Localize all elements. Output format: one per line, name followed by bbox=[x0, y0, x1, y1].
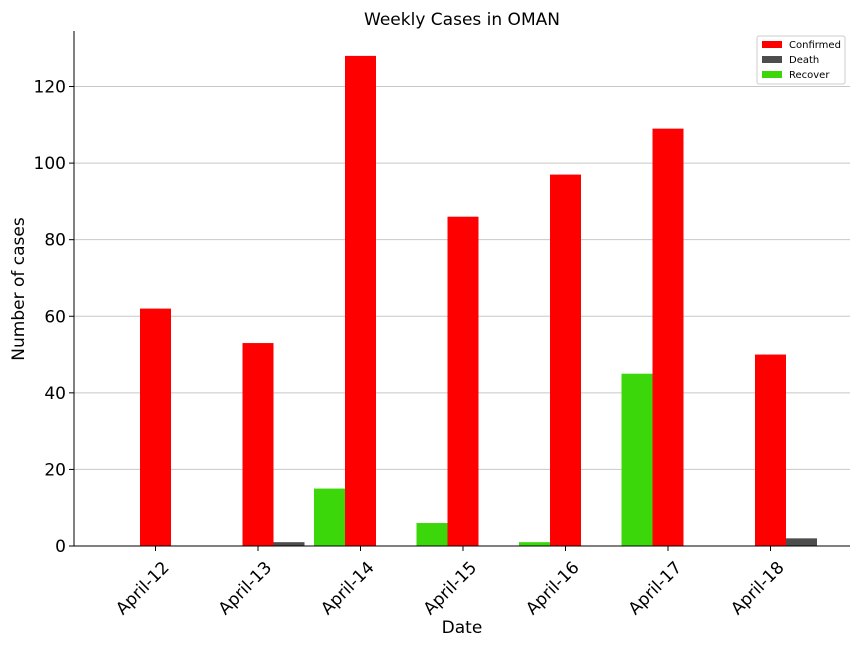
bar-death-april-18 bbox=[786, 538, 817, 546]
legend: Confirmed Death Recover bbox=[756, 35, 846, 85]
bar-confirmed-april-17 bbox=[652, 128, 684, 546]
legend-label-recover: Recover bbox=[789, 70, 830, 81]
legend-label-death: Death bbox=[789, 55, 819, 66]
x-tick-label: April-15 bbox=[420, 558, 481, 619]
legend-label-confirmed: Confirmed bbox=[789, 40, 841, 51]
bar-confirmed-april-18 bbox=[755, 354, 786, 546]
bar-recover-april-17 bbox=[621, 373, 653, 546]
x-tick-label: April-12 bbox=[112, 558, 173, 619]
bar-recover-april-15 bbox=[416, 523, 448, 546]
legend-swatch-recover bbox=[762, 71, 782, 78]
x-tick-label: April-18 bbox=[727, 558, 788, 619]
chart-title: Weekly Cases in OMAN bbox=[364, 10, 560, 30]
y-tick-label: 100 bbox=[34, 154, 66, 174]
bar-death-april-13 bbox=[273, 542, 305, 546]
y-tick-label: 120 bbox=[34, 78, 66, 98]
y-tick-label: 60 bbox=[44, 307, 66, 327]
bar-confirmed-april-13 bbox=[242, 343, 274, 546]
x-tick-label: April-17 bbox=[625, 558, 686, 619]
bar-confirmed-april-12 bbox=[140, 308, 171, 546]
x-tick-label: April-14 bbox=[317, 558, 378, 619]
bar-confirmed-april-15 bbox=[447, 216, 479, 547]
y-tick-label: 20 bbox=[44, 460, 66, 480]
y-tick-label: 0 bbox=[55, 537, 66, 557]
legend-swatch-death bbox=[762, 56, 782, 63]
bar-confirmed-april-14 bbox=[345, 55, 376, 546]
x-tick-label: April-13 bbox=[215, 558, 276, 619]
bar-recover-april-14 bbox=[314, 488, 345, 546]
axes bbox=[73, 31, 850, 547]
y-ticks: 0 20 40 60 80 100 120 bbox=[34, 78, 74, 557]
x-ticks: April-12 April-13 April-14 April-15 April-16… bbox=[112, 546, 789, 619]
bar-recover-april-16 bbox=[519, 542, 550, 546]
y-axis-label: Number of cases bbox=[9, 217, 29, 361]
x-axis-label: Date bbox=[442, 618, 483, 638]
y-tick-label: 80 bbox=[44, 231, 66, 251]
bars bbox=[140, 55, 817, 547]
bar-confirmed-april-16 bbox=[550, 174, 581, 547]
x-tick-label: April-16 bbox=[522, 558, 583, 619]
legend-swatch-confirmed bbox=[762, 41, 782, 48]
y-tick-label: 40 bbox=[44, 384, 66, 404]
